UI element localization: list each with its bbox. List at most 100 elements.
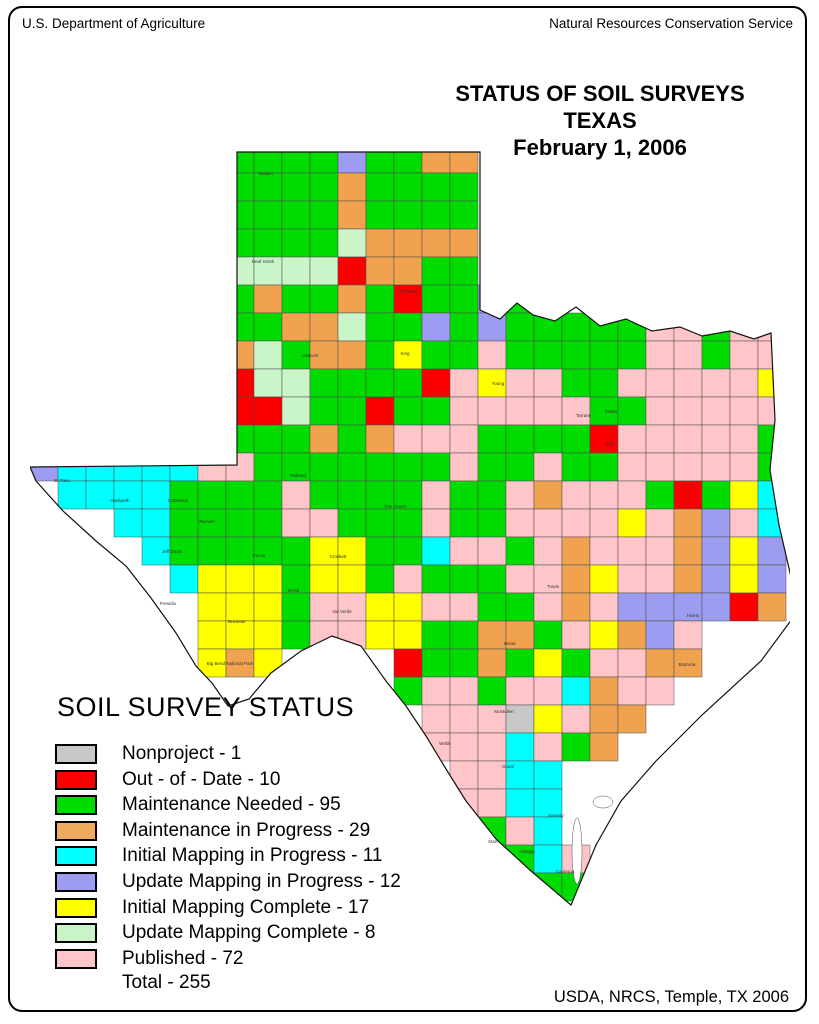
county-cell xyxy=(757,396,787,426)
county-cell xyxy=(309,452,339,482)
county-cell xyxy=(449,172,479,202)
legend-item: Nonproject - 1 xyxy=(55,743,401,764)
county-cell xyxy=(309,256,339,286)
county-cell xyxy=(225,256,255,286)
county-cell xyxy=(505,424,535,454)
county-cell xyxy=(757,536,787,566)
county-cell xyxy=(337,368,367,398)
county-cell xyxy=(449,788,479,818)
county-label: Childress xyxy=(399,289,419,294)
county-cell xyxy=(505,508,535,538)
county-cell xyxy=(617,508,647,538)
county-cell xyxy=(309,508,339,538)
county-cell xyxy=(365,152,395,174)
county-cell xyxy=(561,732,591,762)
county-cell xyxy=(589,508,619,538)
legend-label: Initial Mapping in Progress - 11 xyxy=(122,845,383,867)
county-cell xyxy=(533,760,563,790)
county-cell xyxy=(225,480,255,510)
map-title-line3: February 1, 2006 xyxy=(513,135,687,160)
county-cell xyxy=(701,592,731,622)
map-title-line2: TEXAS xyxy=(563,108,637,133)
county-cell xyxy=(533,536,563,566)
legend-item: Maintenance in Progress - 29 xyxy=(55,819,401,841)
county-label: Jeff Davis xyxy=(162,549,182,554)
county-cell xyxy=(365,508,395,538)
county-cell xyxy=(505,732,535,762)
county-cell xyxy=(225,368,255,398)
county-cell xyxy=(533,564,563,594)
county-cell xyxy=(477,284,507,314)
county-cell xyxy=(365,424,395,454)
county-label: Tom Green xyxy=(384,504,407,509)
county-cell xyxy=(505,620,535,650)
county-cell xyxy=(309,564,339,594)
county-cell xyxy=(85,480,115,510)
county-cell xyxy=(477,368,507,398)
county-cell xyxy=(505,312,535,342)
county-cell xyxy=(729,480,759,510)
county-cell xyxy=(701,424,731,454)
county-cell xyxy=(645,340,675,370)
county-cell xyxy=(337,592,367,622)
county-cell xyxy=(449,648,479,678)
county-cell xyxy=(477,564,507,594)
county-cell xyxy=(393,312,423,342)
county-cell xyxy=(197,620,227,650)
county-cell xyxy=(393,200,423,230)
county-cell xyxy=(673,452,703,482)
county-cell xyxy=(225,536,255,566)
county-cell xyxy=(421,172,451,202)
county-cell xyxy=(365,620,395,650)
county-cell xyxy=(225,648,255,678)
county-label: King xyxy=(400,351,410,356)
county-cell xyxy=(337,172,367,202)
county-cell xyxy=(141,452,171,482)
county-cell xyxy=(561,676,591,706)
county-cell xyxy=(281,228,311,258)
county-labels: Dallam Deaf Smith Childress Lubbock King Youn… xyxy=(54,171,700,874)
county-cell xyxy=(225,172,255,202)
county-cell xyxy=(533,480,563,510)
county-cell xyxy=(253,592,283,622)
county-cell xyxy=(421,424,451,454)
county-cell xyxy=(645,592,675,622)
texas-county-map: Dallam Deaf Smith Childress Lubbock King Youn… xyxy=(29,151,796,906)
county-label: Dallas xyxy=(605,409,618,414)
county-cell xyxy=(169,480,199,510)
county-cell xyxy=(449,676,479,706)
county-cell xyxy=(449,284,479,314)
county-cell xyxy=(561,564,591,594)
county-cell xyxy=(617,424,647,454)
legend-label: Maintenance Needed - 95 xyxy=(122,794,341,816)
legend-label: Maintenance in Progress - 29 xyxy=(122,819,371,841)
county-cell xyxy=(309,340,339,370)
legend-items: Nonproject - 1 Out - of - Date - 10 Mainte… xyxy=(55,743,401,974)
county-cell xyxy=(477,704,507,734)
county-cell xyxy=(337,536,367,566)
county-cell xyxy=(589,368,619,398)
county-cell xyxy=(729,592,759,622)
county-cell xyxy=(505,592,535,622)
county-cell xyxy=(225,312,255,342)
county-cell xyxy=(449,536,479,566)
county-cell xyxy=(337,340,367,370)
county-cell xyxy=(533,648,563,678)
county-cell xyxy=(253,452,283,482)
county-cell xyxy=(421,480,451,510)
county-cell xyxy=(253,480,283,510)
county-cell xyxy=(589,312,619,342)
county-cell xyxy=(757,592,787,622)
county-label: Ellis xyxy=(606,441,615,446)
county-cell xyxy=(449,228,479,258)
county-cell xyxy=(477,396,507,426)
county-cell xyxy=(421,152,451,174)
county-cell xyxy=(645,676,675,706)
county-cell xyxy=(365,340,395,370)
county-cell xyxy=(281,172,311,202)
county-cell xyxy=(673,368,703,398)
county-cell xyxy=(253,648,283,678)
county-cell xyxy=(757,312,787,342)
county-cell xyxy=(449,200,479,230)
county-cell xyxy=(589,676,619,706)
